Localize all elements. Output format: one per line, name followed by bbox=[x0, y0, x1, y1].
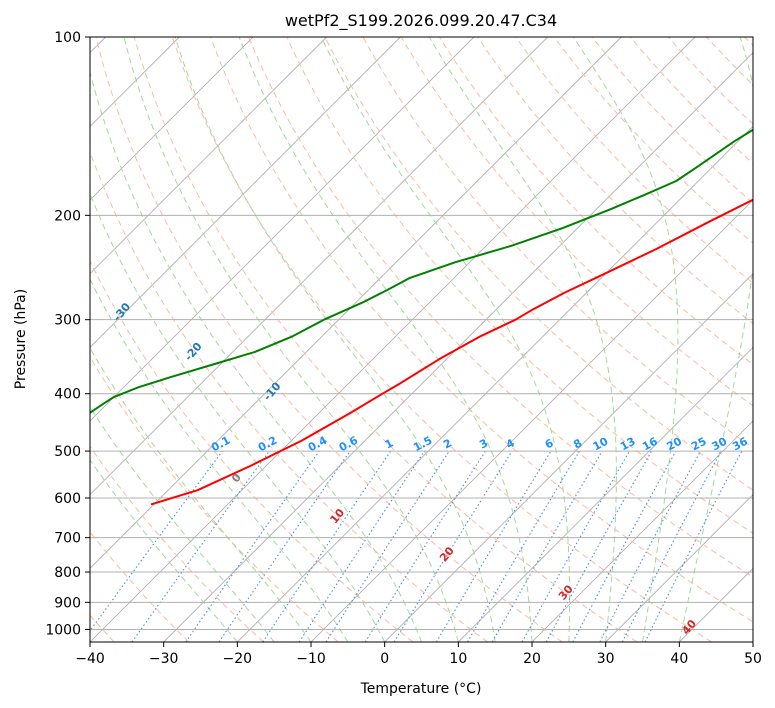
moist-adiabat-line bbox=[238, 37, 533, 642]
dry-adiabat-line bbox=[90, 445, 264, 642]
dry-adiabat-line bbox=[90, 259, 414, 642]
moist-adiabat-line bbox=[174, 37, 496, 642]
dry-adiabat-line bbox=[248, 37, 753, 578]
y-tick-label: 400 bbox=[54, 387, 81, 403]
mixing-ratio-label: 10 bbox=[591, 435, 611, 454]
x-tick-label: 10 bbox=[449, 651, 467, 667]
x-tick-label: 20 bbox=[523, 651, 541, 667]
sounding-profiles bbox=[90, 128, 753, 506]
mixing-ratio-line bbox=[572, 450, 677, 642]
x-tick-label: −10 bbox=[296, 651, 326, 667]
y-tick-label: 800 bbox=[54, 565, 81, 581]
mixing-ratio-line bbox=[185, 450, 320, 642]
dry-adiabat-line bbox=[515, 37, 753, 284]
moist-adiabat-line bbox=[90, 192, 386, 642]
y-tick-label: 1000 bbox=[45, 622, 81, 638]
moist-adiabat-line bbox=[90, 406, 275, 642]
mixing-ratio-label: 25 bbox=[689, 435, 709, 454]
moist-adiabat-line bbox=[90, 278, 349, 642]
mixing-ratio-line bbox=[298, 450, 425, 642]
dry-adiabat-line bbox=[286, 37, 753, 534]
y-tick-label: 600 bbox=[54, 491, 81, 507]
moist-adiabat-line bbox=[90, 347, 312, 642]
moist-adiabat-line bbox=[428, 37, 617, 642]
mixing-ratio-label: 30 bbox=[710, 435, 730, 454]
dewpoint-profile-line bbox=[90, 128, 753, 414]
mixing-ratio-line bbox=[131, 450, 270, 642]
mixing-ratio-label: 36 bbox=[730, 435, 750, 454]
mixing-ratio-label: 16 bbox=[640, 435, 660, 454]
x-tick-label: 40 bbox=[670, 651, 688, 667]
mixing-ratio-label: 20 bbox=[664, 435, 684, 454]
dry-adiabat-line bbox=[324, 37, 753, 491]
moist-adiabat-line bbox=[123, 37, 459, 642]
isotherm-line bbox=[90, 37, 327, 275]
mixing-ratio-line bbox=[545, 450, 653, 642]
isotherm-line bbox=[605, 494, 753, 642]
mixing-ratio-line bbox=[521, 450, 630, 642]
chart-title: wetPf2_S199.2026.099.20.47.C34 bbox=[285, 11, 557, 31]
isotherm-line bbox=[90, 37, 548, 496]
mixing-ratio-line bbox=[90, 450, 223, 632]
dry-adiabat-line bbox=[133, 37, 638, 642]
dry-adiabat-line bbox=[95, 37, 563, 642]
isotherm-line bbox=[90, 37, 622, 569]
x-axis: −40 −30 −20 −10 0 10 20 30 40 50 bbox=[75, 642, 762, 667]
mixing-ratio-line bbox=[393, 450, 513, 642]
x-axis-title: Temperature (°C) bbox=[360, 681, 482, 697]
moist-adiabat-line bbox=[320, 37, 571, 642]
isotherm-line bbox=[163, 52, 753, 642]
moist-adiabat-line bbox=[572, 37, 679, 642]
y-tick-label: 500 bbox=[54, 444, 81, 460]
isotherm-line bbox=[531, 420, 753, 642]
isotherm-line bbox=[90, 37, 475, 422]
isotherm-line bbox=[90, 37, 401, 348]
dry-adiabat-line bbox=[90, 356, 339, 642]
isotherm-line bbox=[384, 273, 753, 642]
y-tick-label: 300 bbox=[54, 313, 81, 329]
plot-frame bbox=[89, 36, 754, 643]
y-tick-label: 900 bbox=[54, 595, 81, 611]
y-axis-title: Pressure (hPa) bbox=[13, 289, 29, 389]
y-tick-label: 200 bbox=[54, 208, 81, 224]
temperature-profile-line bbox=[150, 198, 753, 506]
plot-area bbox=[90, 37, 753, 642]
pressure-gridlines bbox=[90, 37, 753, 630]
background-lines bbox=[90, 37, 753, 642]
mixing-ratio-label: 13 bbox=[618, 435, 638, 454]
x-tick-label: 30 bbox=[597, 651, 615, 667]
y-tick-label: 100 bbox=[54, 30, 81, 46]
isotherm-line bbox=[90, 37, 254, 201]
x-tick-label: −20 bbox=[223, 651, 253, 667]
mixing-ratio-line bbox=[218, 450, 351, 642]
x-tick-label: 0 bbox=[380, 651, 389, 667]
x-tick-label: 50 bbox=[744, 651, 762, 667]
moist-adiabat-line bbox=[90, 459, 238, 642]
isotherm-line bbox=[458, 346, 753, 642]
x-tick-label: −40 bbox=[75, 651, 105, 667]
y-tick-label: 700 bbox=[54, 531, 81, 547]
moist-adiabat-line bbox=[678, 37, 753, 642]
mixing-ratio-line bbox=[644, 450, 743, 642]
moist-adiabat-line bbox=[90, 70, 422, 642]
dry-adiabat-line bbox=[210, 37, 753, 623]
y-axis: 100 200 300 400 500 600 700 800 900 1000 bbox=[45, 30, 90, 638]
mixing-ratio-line bbox=[262, 450, 392, 642]
mixing-ratio-line bbox=[325, 450, 450, 642]
dry-adiabat-line bbox=[171, 37, 712, 642]
x-tick-label: −30 bbox=[149, 651, 179, 667]
